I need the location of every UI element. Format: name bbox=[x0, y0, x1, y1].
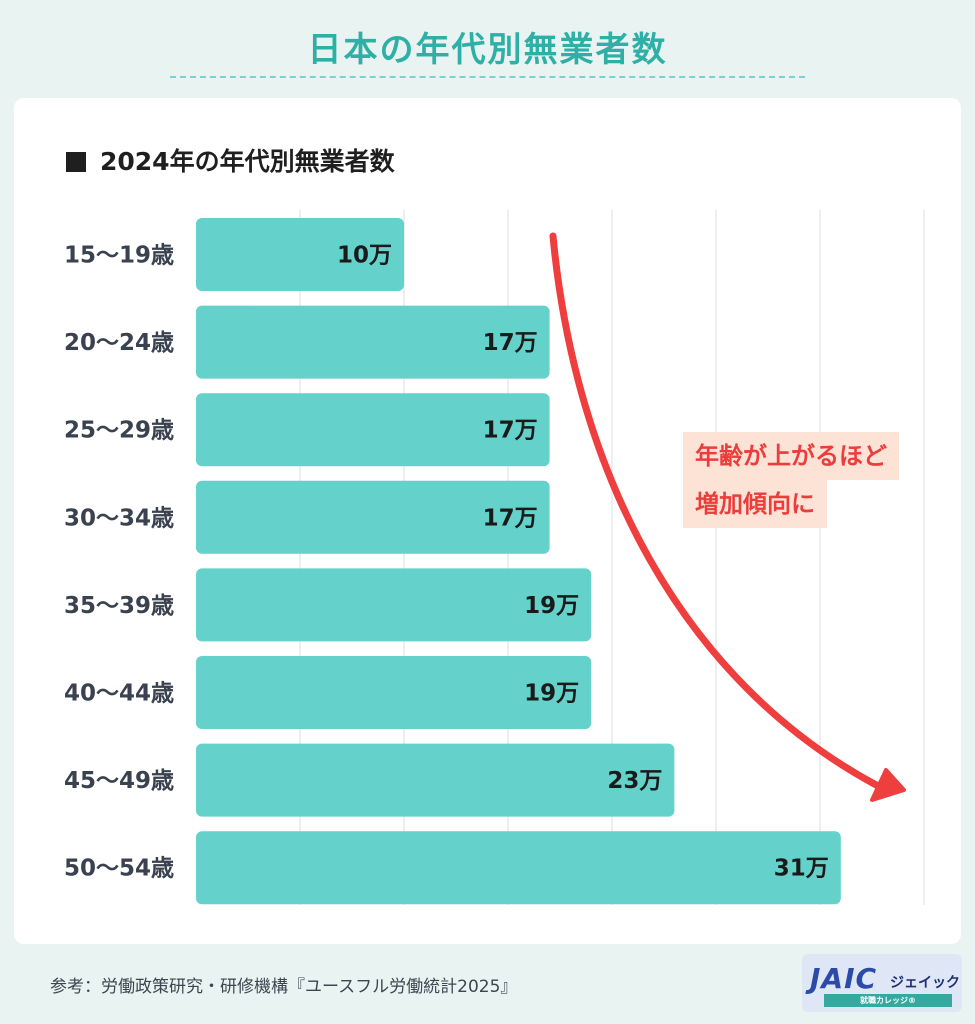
bars: 15〜19歳 10万 20〜24歳 17万 25〜29歳 17万 30〜34歳 17万 35〜3… bbox=[64, 218, 841, 905]
category-label: 45〜49歳 bbox=[64, 768, 174, 794]
bar-2 bbox=[196, 393, 550, 467]
trend-callout: 年齢が上がるほど 増加傾向に bbox=[683, 432, 938, 528]
trend-arrow bbox=[549, 232, 906, 802]
value-label: 17万 bbox=[483, 418, 538, 444]
category-label: 25〜29歳 bbox=[64, 418, 174, 444]
category-label: 30〜34歳 bbox=[64, 505, 174, 531]
logo-sub: 就職カレッジ® bbox=[860, 996, 916, 1005]
page-title: 日本の年代別無業者数 bbox=[307, 30, 668, 70]
bar-4 bbox=[196, 568, 592, 642]
bar-7 bbox=[196, 831, 841, 905]
square-bullet-icon bbox=[66, 152, 86, 172]
title-divider bbox=[170, 76, 805, 78]
bar-5 bbox=[196, 656, 592, 729]
value-label: 17万 bbox=[483, 505, 538, 531]
logo-mark: JAIC bbox=[810, 962, 878, 995]
callout-line-1: 年齢が上がるほど bbox=[683, 432, 899, 480]
logo-bar bbox=[824, 994, 952, 1007]
category-label: 40〜44歳 bbox=[64, 681, 174, 707]
bar-0 bbox=[196, 218, 404, 291]
value-label: 19万 bbox=[524, 593, 579, 619]
bar-6 bbox=[196, 743, 675, 817]
value-label: 17万 bbox=[483, 330, 538, 356]
value-label: 19万 bbox=[524, 681, 579, 707]
category-label: 50〜54歳 bbox=[64, 856, 174, 882]
chart-title-text: 2024年の年代別無業者数 bbox=[100, 147, 395, 176]
value-label: 23万 bbox=[607, 768, 662, 794]
trend-arrow-head-icon bbox=[870, 768, 906, 802]
bar-3 bbox=[196, 480, 550, 554]
value-label: 10万 bbox=[337, 243, 392, 269]
category-label: 35〜39歳 bbox=[64, 593, 174, 619]
logo-kana: ジェイック bbox=[890, 975, 960, 991]
chart-title: 2024年の年代別無業者数 bbox=[66, 142, 395, 178]
callout-line-2: 増加傾向に bbox=[683, 480, 827, 528]
value-label: 31万 bbox=[774, 856, 829, 882]
source-note: 参考：労働政策研究・研修機構『ユースフル労働統計2025』 bbox=[50, 977, 518, 997]
category-label: 15〜19歳 bbox=[64, 243, 174, 269]
category-label: 20〜24歳 bbox=[64, 330, 174, 356]
jaic-logo: JAIC ジェイック 就職カレッジ® bbox=[802, 954, 962, 1012]
bar-1 bbox=[196, 305, 550, 379]
trend-arrow-line bbox=[549, 232, 882, 790]
